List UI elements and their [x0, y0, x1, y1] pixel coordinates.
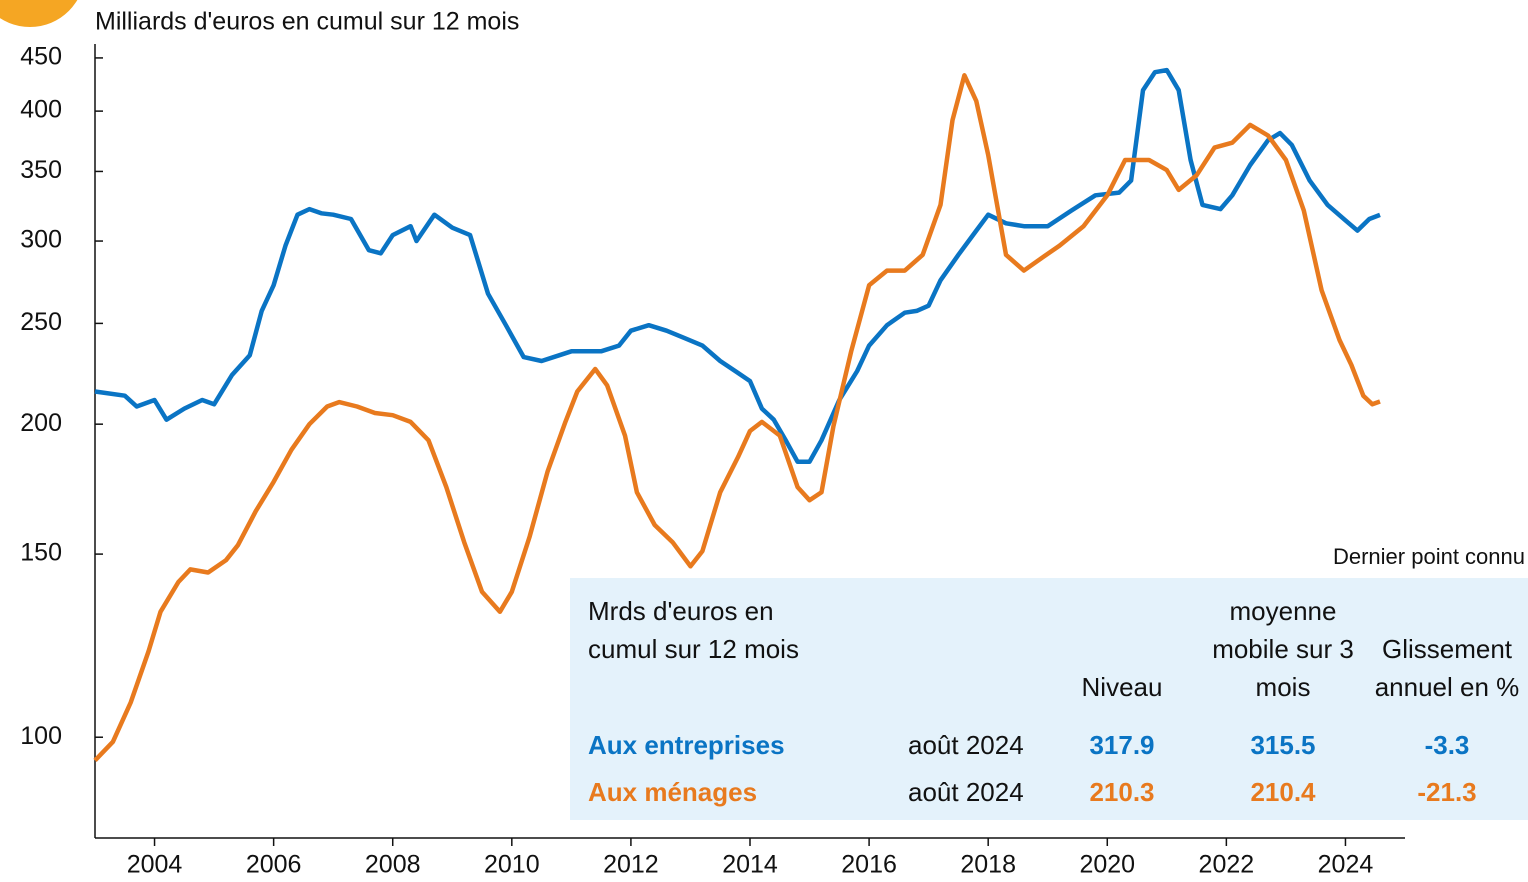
table-label: Mrds d'euros en cumul sur 12 mois — [588, 596, 799, 664]
row-value: 210.3 — [1089, 777, 1155, 807]
y-tick-label: 250 — [20, 308, 62, 336]
table-column-header: Glissement annuel en % — [1374, 634, 1520, 702]
y-tick-label: 350 — [20, 156, 62, 184]
row-date: août 2024 — [908, 730, 1024, 760]
row-name: Aux ménages — [588, 777, 758, 807]
x-tick-label: 2010 — [484, 851, 540, 879]
table-column-header: Niveau — [1081, 672, 1163, 702]
y-tick-label: 150 — [20, 539, 62, 567]
x-tick-label: 2020 — [1079, 851, 1135, 879]
y-tick-label: 400 — [20, 96, 62, 124]
x-tick-label: 2008 — [365, 851, 421, 879]
x-tick-label: 2012 — [603, 851, 659, 879]
row-value: 317.9 — [1089, 730, 1155, 760]
x-tick-label: 2024 — [1318, 851, 1374, 879]
logo-circle — [0, 0, 78, 27]
row-value: 315.5 — [1250, 730, 1316, 760]
row-date: août 2024 — [908, 777, 1024, 807]
x-tick-label: 2014 — [722, 851, 778, 879]
y-tick-label: 450 — [20, 43, 62, 71]
x-tick-label: 2006 — [246, 851, 302, 879]
table-caption: Dernier point connu — [1332, 544, 1525, 569]
row-value: -21.3 — [1417, 777, 1477, 807]
x-tick-label: 2018 — [960, 851, 1016, 879]
series-line — [93, 73, 1381, 762]
x-tick-label: 2016 — [841, 851, 897, 879]
x-tick-label: 2004 — [127, 851, 183, 879]
y-tick-label: 300 — [20, 226, 62, 254]
series-line — [94, 67, 1381, 465]
y-tick-label: 100 — [20, 722, 62, 750]
row-value: -3.3 — [1424, 730, 1470, 760]
table-column-header: moyenne mobile sur 3 mois — [1212, 596, 1354, 702]
y-tick-label: 200 — [20, 409, 62, 437]
row-name: Aux entreprises — [588, 730, 785, 760]
table-box — [570, 578, 1528, 820]
chart-title: Milliards d'euros en cumul sur 12 mois — [95, 8, 519, 36]
row-value: 210.4 — [1250, 777, 1316, 807]
x-tick-label: 2022 — [1199, 851, 1255, 879]
